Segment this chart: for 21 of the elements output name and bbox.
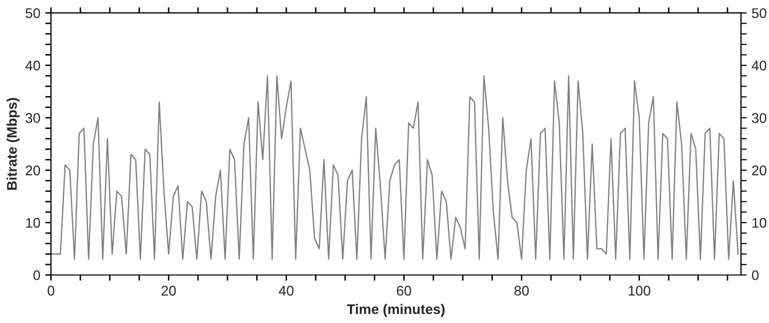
x-tick-label: 40 bbox=[278, 286, 294, 296]
y2-tick-label: 0 bbox=[752, 270, 759, 280]
x-tick-label: 100 bbox=[628, 286, 650, 296]
y-tick-label: 30 bbox=[26, 113, 40, 123]
x-tick-label: 60 bbox=[396, 286, 412, 296]
y2-tick-label: 10 bbox=[752, 218, 766, 228]
line-series bbox=[50, 75, 739, 260]
y2-tick-label: 40 bbox=[752, 60, 766, 71]
x-tick-label: 0 bbox=[48, 286, 54, 296]
y-tick-label: 0 bbox=[33, 270, 40, 280]
x-axis-title: Time (minutes) bbox=[346, 304, 445, 317]
x-tick-label: 80 bbox=[514, 286, 529, 296]
y-tick-label: 40 bbox=[25, 60, 40, 71]
x-tick-label: 20 bbox=[162, 286, 176, 296]
y-tick-label: 10 bbox=[26, 218, 40, 228]
y-tick-label: 50 bbox=[26, 8, 40, 18]
y2-tick-label: 30 bbox=[752, 113, 766, 123]
y2-tick-label: 50 bbox=[752, 8, 766, 18]
y2-tick-label: 20 bbox=[752, 166, 766, 176]
y-tick-label: 20 bbox=[26, 166, 40, 176]
y-axis-title: Bitrate (Mbps) bbox=[6, 98, 20, 190]
